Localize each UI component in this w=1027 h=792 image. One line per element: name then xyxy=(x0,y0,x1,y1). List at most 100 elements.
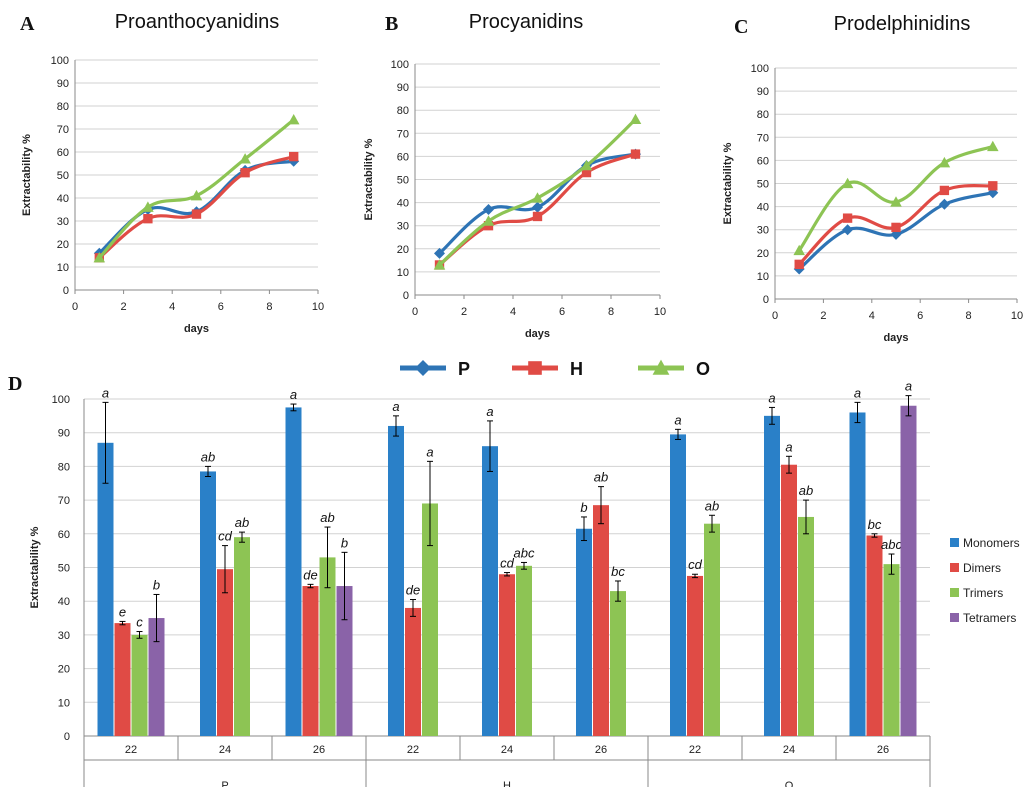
significance-label: a xyxy=(102,385,109,400)
bar-Dimers xyxy=(405,607,421,736)
data-point-P xyxy=(434,247,445,259)
y-tick-label: 80 xyxy=(58,461,70,473)
data-point-O xyxy=(287,114,300,125)
data-point-O xyxy=(482,215,495,226)
y-tick-label: 90 xyxy=(57,78,69,90)
legend-label-Trimers: Trimers xyxy=(963,586,1003,600)
y-tick-label: 0 xyxy=(63,285,69,297)
x-tick-label: 6 xyxy=(218,301,224,313)
y-tick-label: 90 xyxy=(757,86,769,98)
y-tick-label: 60 xyxy=(57,147,69,159)
legend-label-H: H xyxy=(570,359,583,379)
data-point-H xyxy=(630,149,641,159)
significance-label: a xyxy=(674,412,681,427)
x-tick-label: 10 xyxy=(1011,310,1023,322)
bar-Monomers xyxy=(576,528,592,736)
significance-label: c xyxy=(136,615,143,630)
y-tick-label: 80 xyxy=(397,105,409,117)
x-tick-label: 0 xyxy=(772,310,778,322)
panel-label: A xyxy=(20,13,35,35)
legend-label-Monomers: Monomers xyxy=(963,536,1020,550)
bar-Trimers xyxy=(422,503,438,736)
x-tick-label: 10 xyxy=(654,306,666,318)
y-tick-label: 30 xyxy=(58,630,70,642)
x-tick-label: 2 xyxy=(820,310,826,322)
y-tick-label: 10 xyxy=(397,267,409,279)
significance-label: a xyxy=(785,439,792,454)
data-point-O xyxy=(841,177,854,189)
legend-swatch-Monomers xyxy=(950,538,959,547)
bar-Trimers xyxy=(131,634,148,736)
data-point-H xyxy=(842,213,853,223)
x-tick-label: 8 xyxy=(966,310,972,322)
x-tick-label: 0 xyxy=(412,306,418,318)
significance-label: a xyxy=(392,399,399,414)
y-tick-label: 50 xyxy=(58,563,70,575)
significance-label: cd xyxy=(500,556,515,571)
significance-label: abc xyxy=(881,537,902,552)
legend-swatch-Dimers xyxy=(950,563,959,572)
legend-swatch-Tetramers xyxy=(950,613,959,622)
data-point-O xyxy=(531,192,544,203)
group-label: O xyxy=(785,780,794,787)
significance-label: bc xyxy=(868,517,882,532)
y-tick-label: 30 xyxy=(57,216,69,228)
bar-Monomers xyxy=(482,446,498,736)
data-point-H xyxy=(891,222,901,233)
y-tick-label: 90 xyxy=(58,428,70,440)
data-point-P xyxy=(842,224,854,236)
y-axis-label: Extractability % xyxy=(29,526,41,608)
bar-Monomers xyxy=(285,407,302,736)
bar-Tetramers xyxy=(148,618,165,736)
y-tick-label: 60 xyxy=(397,151,409,163)
significance-label: ab xyxy=(320,510,334,525)
bar-Trimers xyxy=(704,523,720,736)
panel-label: B xyxy=(385,13,398,35)
bar-Tetramers xyxy=(900,405,917,736)
y-tick-label: 100 xyxy=(51,55,69,67)
data-point-O xyxy=(239,153,251,164)
x-tick-label: 4 xyxy=(510,306,516,318)
x-tick-label: 24 xyxy=(501,744,513,756)
legend-label-P: P xyxy=(458,359,470,379)
y-tick-label: 30 xyxy=(397,221,409,233)
bar-Trimers xyxy=(234,537,250,736)
y-tick-label: 80 xyxy=(757,109,769,121)
group-label: H xyxy=(503,780,511,787)
significance-label: e xyxy=(119,604,126,619)
legend-label-Tetramers: Tetramers xyxy=(963,611,1016,625)
data-point-H xyxy=(240,168,250,178)
legend-label-Dimers: Dimers xyxy=(963,561,1001,575)
data-point-O xyxy=(580,159,593,171)
bar-Dimers xyxy=(866,535,883,736)
line-chart-C: C Prodelphinidins 0 10 20 30 40 50 60 70 80 90 100 0 2… xyxy=(722,13,1023,344)
chart-title: Prodelphinidins xyxy=(834,13,971,35)
y-tick-label: 50 xyxy=(757,179,769,191)
data-point-H xyxy=(191,209,202,219)
bar-Monomers xyxy=(764,415,780,736)
chart-title: Procyanidins xyxy=(469,11,584,33)
bar-Dimers xyxy=(114,623,131,736)
data-point-O xyxy=(890,196,902,207)
data-point-H xyxy=(581,167,592,178)
y-tick-label: 20 xyxy=(757,248,769,260)
x-tick-label: 6 xyxy=(917,310,923,322)
y-axis-label: Extractability % xyxy=(722,142,734,224)
significance-label: a xyxy=(905,379,912,394)
significance-label: a xyxy=(486,404,493,419)
y-tick-label: 10 xyxy=(57,262,69,274)
data-point-H xyxy=(794,259,804,270)
bar-Trimers xyxy=(798,516,814,736)
bar-Trimers xyxy=(610,591,626,736)
significance-label: a xyxy=(768,390,775,405)
y-tick-label: 40 xyxy=(58,596,70,608)
significance-label: a xyxy=(426,444,433,459)
x-tick-label: 24 xyxy=(219,744,231,756)
data-point-O xyxy=(142,201,154,212)
y-tick-label: 40 xyxy=(397,198,409,210)
bar-Dimers xyxy=(593,505,609,736)
y-tick-label: 90 xyxy=(397,82,409,94)
